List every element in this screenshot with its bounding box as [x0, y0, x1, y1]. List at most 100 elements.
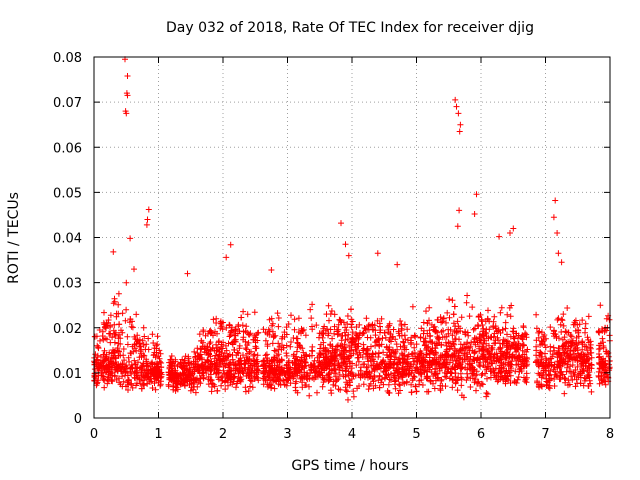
- data-point-plus: [225, 372, 232, 379]
- data-point-plus: [497, 309, 504, 316]
- y-tick-label: 0.04: [53, 232, 82, 247]
- data-point-plus: [497, 350, 504, 357]
- data-point-plus: [552, 197, 559, 204]
- data-point-plus: [297, 375, 304, 382]
- data-point-plus: [319, 334, 326, 341]
- data-point-plus: [472, 325, 478, 332]
- data-point-plus: [350, 388, 357, 395]
- data-point-plus: [169, 367, 176, 374]
- data-point-plus: [338, 220, 344, 227]
- data-point-plus: [554, 373, 560, 380]
- data-point-plus: [440, 327, 447, 334]
- data-point-plus: [239, 322, 246, 329]
- data-point-plus: [524, 346, 531, 353]
- data-point-plus: [561, 375, 568, 381]
- data-point-plus: [535, 383, 542, 390]
- data-point-plus: [242, 388, 249, 395]
- data-point-plus: [200, 327, 207, 334]
- data-point-plus: [397, 343, 404, 350]
- data-point-plus: [178, 372, 185, 379]
- data-point-plus: [115, 301, 122, 308]
- data-point-plus: [517, 365, 524, 372]
- data-point-plus: [121, 369, 128, 375]
- data-point-plus: [129, 365, 136, 372]
- data-point-plus: [396, 381, 402, 388]
- data-point-plus: [519, 347, 526, 354]
- data-point-plus: [446, 296, 453, 303]
- data-point-plus: [332, 353, 339, 360]
- data-point-plus: [254, 352, 261, 359]
- data-point-plus: [606, 361, 612, 368]
- data-point-plus: [94, 380, 100, 387]
- data-point-plus: [479, 346, 486, 353]
- data-point-plus: [205, 373, 212, 380]
- data-point-plus: [521, 351, 528, 358]
- data-point-plus: [275, 315, 282, 321]
- data-point-plus: [568, 333, 575, 340]
- data-point-plus: [247, 383, 253, 390]
- data-point-plus: [200, 369, 207, 376]
- data-point-plus: [563, 339, 570, 346]
- data-point-plus: [124, 73, 131, 79]
- data-point-plus: [560, 322, 567, 329]
- data-point-plus: [467, 353, 474, 360]
- data-point-plus: [202, 332, 209, 339]
- data-point-plus: [291, 369, 298, 376]
- data-point-plus: [191, 348, 198, 355]
- data-point-plus: [236, 328, 243, 335]
- data-point-plus: [301, 371, 307, 378]
- data-point-plus: [301, 358, 308, 365]
- data-point-plus: [319, 374, 326, 381]
- data-point-plus: [105, 371, 112, 378]
- data-point-plus: [386, 347, 393, 354]
- data-point-plus: [243, 323, 250, 330]
- data-point-plus: [124, 341, 131, 348]
- data-point-plus: [288, 312, 294, 319]
- data-point-plus: [316, 350, 323, 357]
- data-point-plus: [476, 343, 483, 350]
- data-point-plus: [283, 361, 290, 368]
- data-point-plus: [386, 390, 393, 396]
- data-point-plus: [113, 361, 120, 368]
- data-point-plus: [251, 309, 258, 316]
- data-point-plus: [606, 316, 613, 323]
- data-point-plus: [578, 351, 584, 358]
- data-point-plus: [505, 362, 512, 369]
- data-point-plus: [408, 389, 415, 396]
- data-point-plus: [345, 252, 352, 259]
- data-point-plus: [264, 383, 271, 390]
- data-point-plus: [357, 372, 364, 379]
- data-point-plus: [276, 364, 282, 371]
- data-point-plus: [588, 388, 595, 395]
- data-point-plus: [303, 352, 310, 359]
- data-point-plus: [572, 353, 579, 360]
- data-point-plus: [254, 374, 261, 381]
- data-point-plus: [468, 339, 475, 346]
- data-point-plus: [309, 326, 316, 333]
- data-point-plus: [471, 334, 478, 341]
- data-point-plus: [113, 376, 120, 383]
- data-point-plus: [229, 341, 236, 348]
- data-point-plus: [233, 384, 239, 391]
- data-point-plus: [293, 378, 300, 385]
- data-point-plus: [236, 342, 243, 349]
- data-point-plus: [434, 316, 441, 323]
- data-point-plus: [167, 356, 174, 363]
- data-point-plus: [365, 374, 371, 381]
- data-point-plus: [560, 343, 567, 350]
- data-point-plus: [131, 368, 138, 375]
- data-point-plus: [534, 357, 541, 364]
- data-point-plus: [334, 326, 340, 333]
- data-point-plus: [382, 334, 389, 341]
- data-point-plus: [348, 344, 355, 351]
- data-point-plus: [483, 326, 490, 333]
- data-point-plus: [574, 357, 581, 364]
- data-point-plus: [430, 326, 437, 333]
- data-point-plus: [111, 295, 118, 302]
- data-point-plus: [363, 346, 370, 353]
- data-point-plus: [353, 362, 360, 369]
- data-point-plus: [336, 351, 343, 358]
- data-point-plus: [218, 341, 225, 348]
- data-point-plus: [115, 335, 122, 342]
- data-point-plus: [509, 352, 516, 359]
